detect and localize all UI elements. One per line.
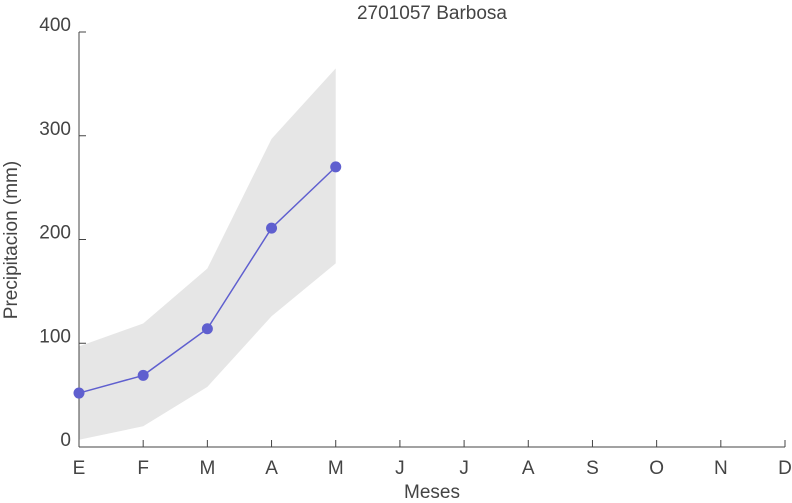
x-tick-label: A xyxy=(522,458,535,479)
y-axis-label: Precipitacion (mm) xyxy=(1,161,22,319)
x-tick-label: E xyxy=(73,458,86,479)
x-tick-label: F xyxy=(137,458,149,479)
y-tick-label: 0 xyxy=(60,430,71,451)
point xyxy=(73,387,85,399)
point xyxy=(137,369,149,381)
x-axis-label: Meses xyxy=(404,482,460,503)
x-tick-label: O xyxy=(649,458,664,479)
x-tick-label: J xyxy=(459,458,469,479)
band xyxy=(79,68,336,440)
y-tick-label: 400 xyxy=(39,15,71,36)
y-tick-label: 300 xyxy=(39,119,71,140)
point xyxy=(201,323,213,335)
y-tick-label: 200 xyxy=(39,223,71,244)
x-tick-label: A xyxy=(265,458,278,479)
x-tick-label: J xyxy=(395,458,405,479)
x-tick-label: M xyxy=(199,458,215,479)
chart-title: 2701057 Barbosa xyxy=(357,3,507,24)
point xyxy=(330,161,342,173)
point xyxy=(266,222,278,234)
x-tick-label: M xyxy=(328,458,344,479)
x-tick-label: D xyxy=(778,458,792,479)
x-tick-label: S xyxy=(586,458,599,479)
x-tick-label: N xyxy=(714,458,728,479)
y-tick-label: 100 xyxy=(39,326,71,347)
